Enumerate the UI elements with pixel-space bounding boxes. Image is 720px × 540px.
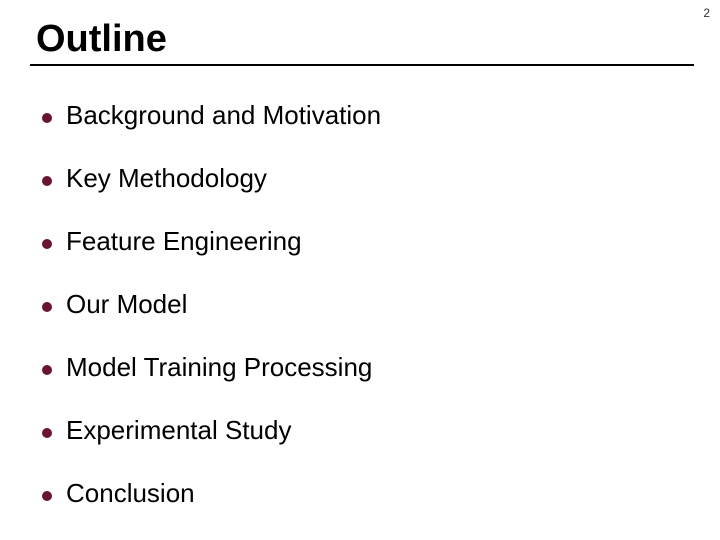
- bullet-icon: [42, 491, 52, 501]
- bullet-label: Conclusion: [66, 478, 195, 509]
- bullet-label: Feature Engineering: [66, 226, 302, 257]
- bullet-icon: [42, 365, 52, 375]
- bullet-icon: [42, 302, 52, 312]
- page-number: 2: [703, 6, 710, 20]
- bullet-label: Our Model: [66, 289, 187, 320]
- list-item: Experimental Study: [42, 415, 682, 446]
- list-item: Feature Engineering: [42, 226, 682, 257]
- list-item: Conclusion: [42, 478, 682, 509]
- title-underline: [30, 64, 694, 66]
- bullet-icon: [42, 113, 52, 123]
- bullet-list: Background and Motivation Key Methodolog…: [42, 100, 682, 540]
- list-item: Background and Motivation: [42, 100, 682, 131]
- list-item: Our Model: [42, 289, 682, 320]
- list-item: Key Methodology: [42, 163, 682, 194]
- bullet-icon: [42, 176, 52, 186]
- bullet-label: Key Methodology: [66, 163, 267, 194]
- bullet-label: Experimental Study: [66, 415, 291, 446]
- bullet-icon: [42, 428, 52, 438]
- bullet-label: Model Training Processing: [66, 352, 372, 383]
- slide-title: Outline: [36, 18, 167, 61]
- bullet-label: Background and Motivation: [66, 100, 381, 131]
- list-item: Model Training Processing: [42, 352, 682, 383]
- bullet-icon: [42, 239, 52, 249]
